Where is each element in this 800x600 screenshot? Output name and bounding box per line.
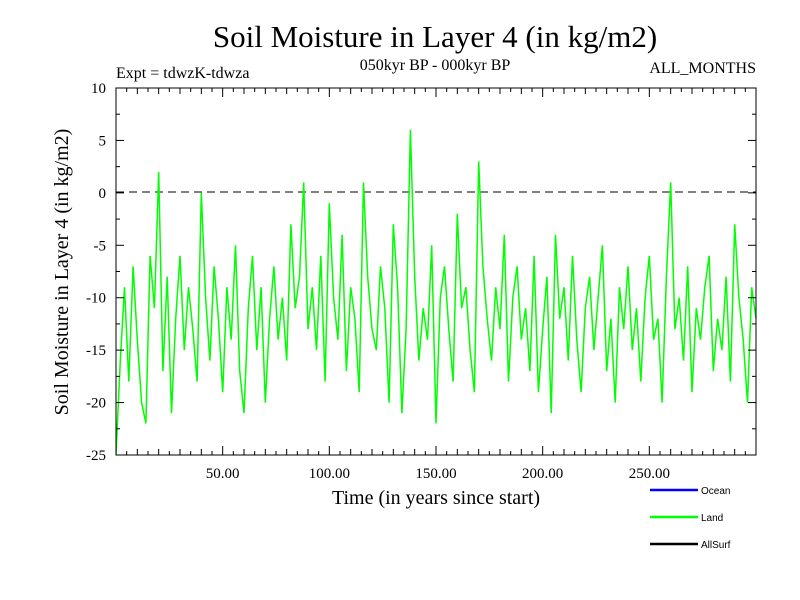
y-tick-label: -25 (86, 448, 106, 464)
y-tick-label: -20 (86, 396, 106, 412)
x-tick-label: 250.00 (629, 466, 670, 482)
y-axis: 10 5 0 -5 -10 -15 -20 -25 (86, 81, 756, 464)
months-label: ALL_MONTHS (649, 60, 756, 77)
y-tick-label: -5 (94, 238, 107, 254)
expt-label: Expt = tdwzK-tdwza (116, 65, 249, 82)
chart-subtitle: 050kyr BP - 000kyr BP (360, 57, 511, 74)
legend-label-ocean: Ocean (701, 486, 730, 497)
x-tick-label: 200.00 (522, 466, 563, 482)
legend-label-allsurf: AllSurf (701, 540, 731, 551)
y-tick-label: 0 (99, 186, 107, 202)
legend-label-land: Land (701, 513, 723, 524)
chart-title: Soil Moisture in Layer 4 (in kg/m2) (213, 19, 657, 54)
y-axis-label: Soil Moisture in Layer 4 (in kg/m2) (51, 129, 73, 416)
land-series-line (116, 129, 756, 455)
y-tick-label: -10 (86, 291, 106, 307)
y-tick-label: 5 (99, 133, 107, 149)
y-tick-label: 10 (91, 81, 106, 97)
x-axis: 50.00 100.00 150.00 200.00 250.00 (126, 88, 746, 482)
y-tick-label: -15 (86, 343, 106, 359)
x-tick-label: 100.00 (309, 466, 350, 482)
x-tick-label: 50.00 (206, 466, 240, 482)
x-tick-label: 150.00 (415, 466, 456, 482)
x-axis-label: Time (in years since start) (332, 487, 540, 509)
legend: Ocean Land AllSurf (650, 486, 731, 551)
